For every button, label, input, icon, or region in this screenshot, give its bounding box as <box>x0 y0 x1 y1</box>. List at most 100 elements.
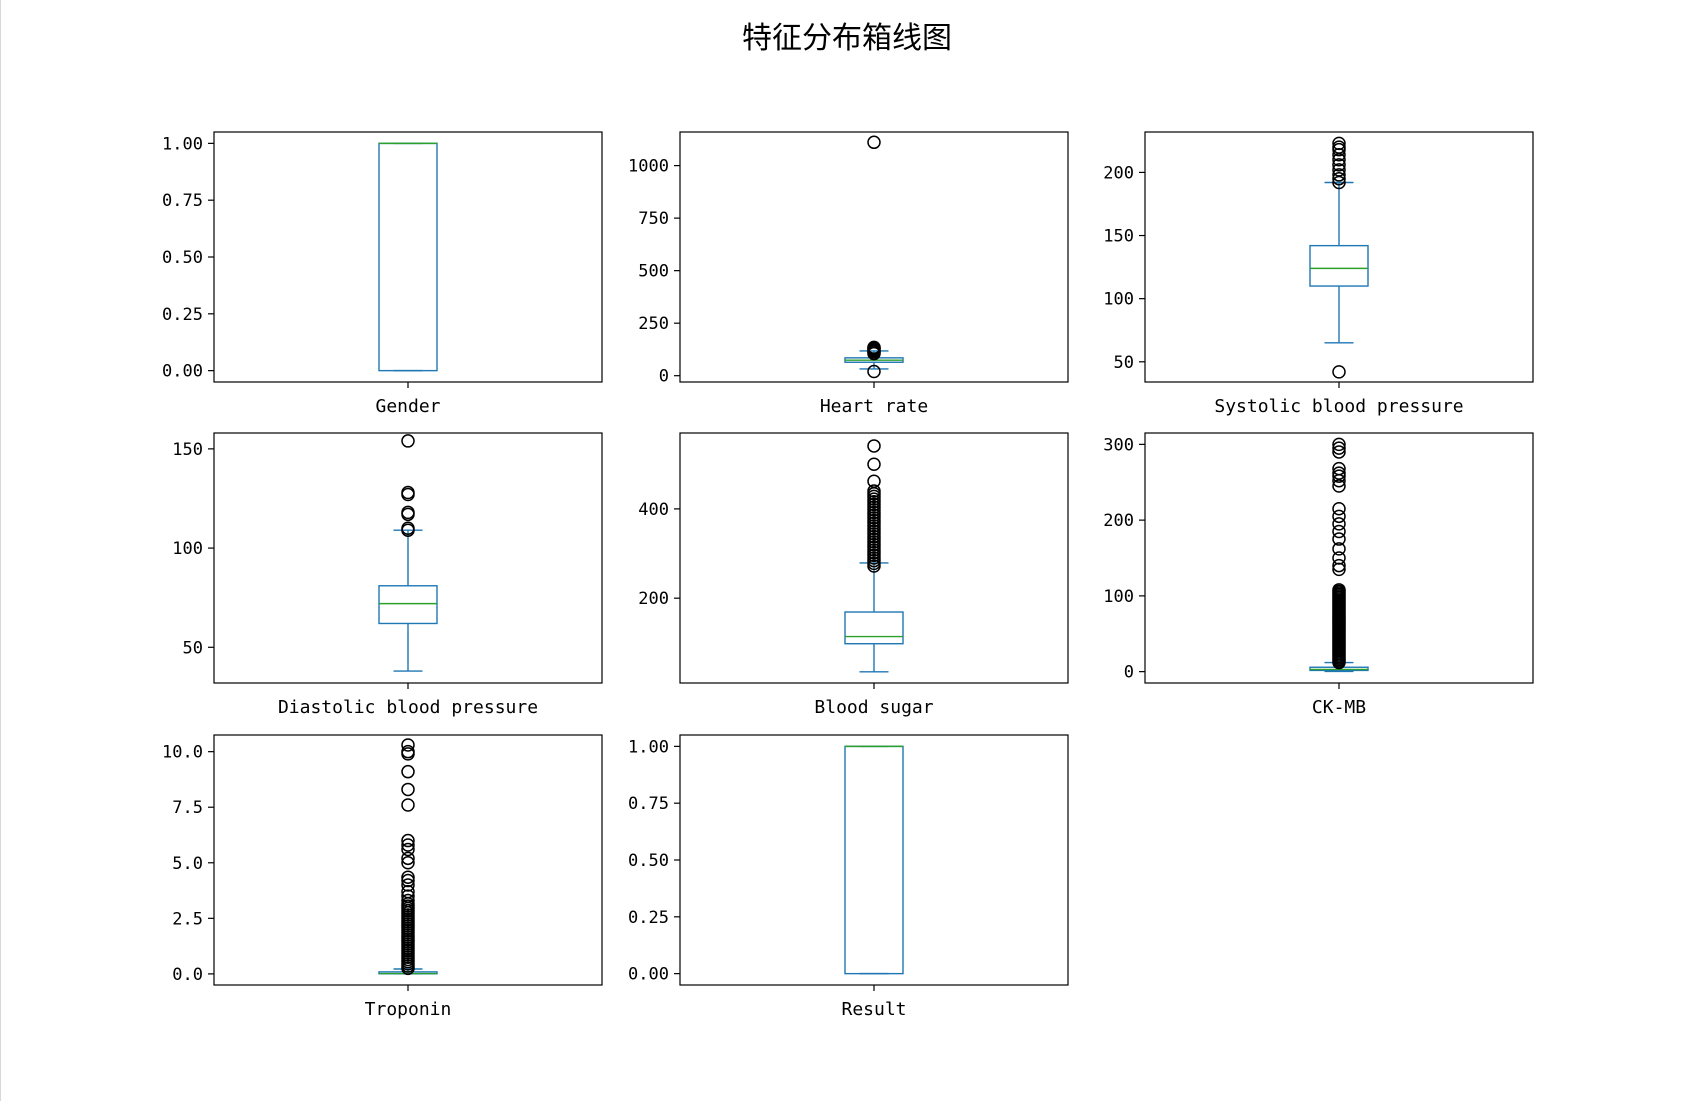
figure-title: 特征分布箱线图 <box>742 21 952 56</box>
outlier-point <box>401 798 415 812</box>
outlier-point <box>401 782 415 797</box>
y-tick-label: 0.25 <box>162 305 203 325</box>
y-tick-label: 2.5 <box>172 909 203 929</box>
outlier-point <box>401 893 415 908</box>
outlier-point <box>867 364 881 379</box>
y-tick-label: 400 <box>638 500 669 520</box>
axes-frame <box>213 131 603 383</box>
y-tick-label: 1.00 <box>162 134 203 154</box>
subplot-5: 200 400 Blood sugar <box>638 432 1069 718</box>
page-edge-line <box>0 0 1 1101</box>
y-tick-label: 500 <box>638 262 669 282</box>
y-tick-label: 7.5 <box>172 798 203 818</box>
outlier-point <box>1332 517 1346 531</box>
y-tick-label: 0.50 <box>162 248 203 268</box>
outlier-point <box>1332 524 1346 539</box>
outlier-point <box>1332 441 1346 455</box>
y-tick-label: 0.00 <box>162 362 203 382</box>
outlier-point <box>1332 583 1346 597</box>
outlier-point <box>401 889 415 903</box>
outlier-point <box>1332 168 1346 182</box>
outlier-point <box>867 340 881 355</box>
y-tick-label: 5.0 <box>172 854 203 874</box>
y-tick-label: 1.00 <box>628 737 669 757</box>
y-tick-label: 10.0 <box>162 743 203 763</box>
y-tick-label: 0.50 <box>628 851 669 871</box>
outlier-point <box>401 873 415 888</box>
outlier-point <box>867 135 881 150</box>
outlier-point <box>1332 509 1346 524</box>
y-tick-label: 150 <box>1103 227 1134 247</box>
outlier-point <box>401 833 415 848</box>
subplot-7: 0.0 2.5 5.0 7.5 10.0 Troponin <box>162 734 603 1020</box>
iqr-box <box>844 611 904 645</box>
outlier-point <box>1332 479 1346 493</box>
outlier-point <box>1332 171 1346 186</box>
x-axis-label: Gender <box>375 396 440 417</box>
x-axis-label: Troponin <box>365 999 452 1020</box>
y-tick-label: 750 <box>638 209 669 229</box>
y-tick-label: 100 <box>172 539 203 559</box>
outlier-point <box>1332 532 1346 546</box>
outlier-point <box>401 856 415 870</box>
y-tick-label: 100 <box>1103 290 1134 310</box>
outlier-point <box>867 474 881 488</box>
outlier-point <box>1332 140 1346 154</box>
outlier-point <box>401 884 415 899</box>
outlier-point <box>401 521 415 535</box>
subplot-2: 0 250 500 750 1000 Heart rate <box>628 131 1069 417</box>
iqr-box <box>378 142 438 372</box>
x-axis-label: Diastolic blood pressure <box>278 697 538 718</box>
outlier-point <box>401 505 415 520</box>
y-tick-label: 0 <box>659 367 669 387</box>
y-tick-label: 1000 <box>628 157 669 177</box>
subplot-1: 0.00 0.25 0.50 0.75 1.00 Gender <box>162 131 603 417</box>
y-tick-label: 200 <box>1103 511 1134 531</box>
outlier-point <box>401 764 415 779</box>
iqr-box <box>378 585 438 625</box>
y-tick-label: 50 <box>1114 353 1134 373</box>
outlier-point <box>1332 163 1346 177</box>
y-tick-label: 300 <box>1103 435 1134 455</box>
y-tick-label: 0.75 <box>628 794 669 814</box>
subplot-4: 50 100 150 Diastolic blood pressure <box>172 432 603 718</box>
outlier-point <box>401 851 415 866</box>
y-tick-label: 250 <box>638 314 669 334</box>
y-tick-label: 0.25 <box>628 908 669 928</box>
outlier-point <box>401 738 415 752</box>
outlier-point <box>1332 158 1346 172</box>
iqr-box <box>1309 244 1369 287</box>
axes-frame <box>679 734 1069 986</box>
outlier-point <box>1332 461 1346 476</box>
y-tick-label: 200 <box>638 589 669 609</box>
y-tick-label: 150 <box>172 440 203 460</box>
iqr-box <box>844 745 904 975</box>
y-tick-label: 0.00 <box>628 965 669 985</box>
outlier-point <box>867 484 881 498</box>
outlier-point <box>401 485 415 500</box>
outlier-point <box>867 439 881 453</box>
x-axis-label: Result <box>841 999 906 1020</box>
outlier-point <box>401 434 415 448</box>
outlier-point <box>401 744 415 759</box>
outlier-point <box>1332 437 1346 452</box>
outlier-point <box>1332 558 1346 573</box>
outlier-point <box>1332 136 1346 151</box>
outlier-point <box>1332 445 1346 459</box>
x-axis-label: Blood sugar <box>814 697 933 718</box>
subplot-6: 0 100 200 300 CK-MB <box>1103 432 1534 718</box>
x-axis-label: Systolic blood pressure <box>1214 396 1463 417</box>
outlier-point <box>867 457 881 471</box>
y-tick-label: 0 <box>1124 663 1134 683</box>
outlier-point <box>401 838 415 852</box>
subplot-3: 50 100 150 200 Systolic blood pressure <box>1103 131 1534 417</box>
y-tick-label: 100 <box>1103 587 1134 607</box>
y-tick-label: 0.0 <box>172 965 203 985</box>
outlier-point <box>401 878 415 892</box>
outlier-point <box>1332 365 1346 379</box>
outlier-point <box>1332 542 1346 556</box>
outlier-point <box>401 870 415 884</box>
x-axis-label: Heart rate <box>820 396 928 417</box>
outlier-point <box>1332 502 1346 516</box>
